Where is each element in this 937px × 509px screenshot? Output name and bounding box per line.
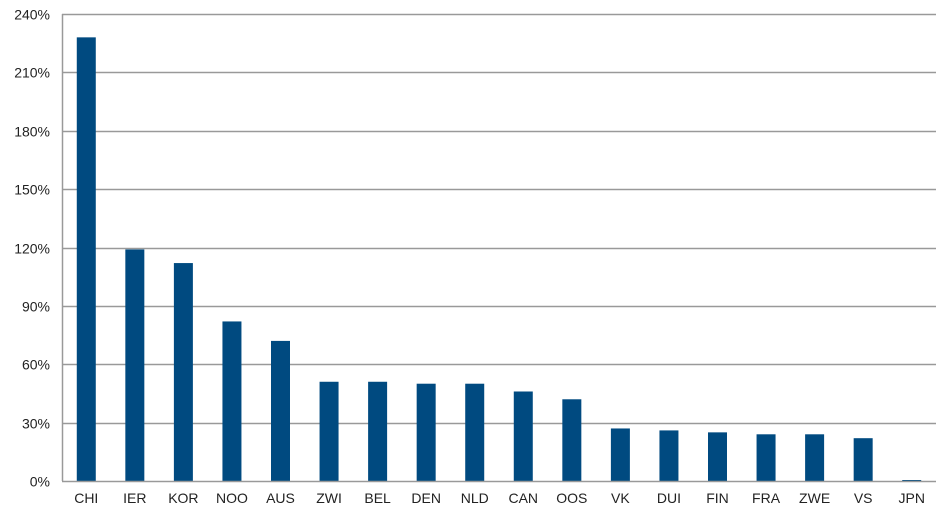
- bar-aus: [271, 340, 290, 481]
- bar-oos: [562, 399, 582, 481]
- bar-jpn: [902, 480, 922, 481]
- x-tick-label: IER: [123, 490, 146, 506]
- axes: [61, 14, 936, 483]
- bar-kor: [173, 263, 193, 481]
- bar-den: [416, 383, 436, 481]
- bar-zwi: [319, 381, 339, 481]
- bar-chi: [76, 37, 96, 481]
- y-tick-label: 60%: [22, 357, 50, 373]
- bar-fra: [756, 434, 776, 481]
- x-tick-label: JPN: [898, 490, 924, 506]
- x-tick-label: BEL: [364, 490, 391, 506]
- bar-noo: [222, 321, 242, 481]
- bar-nld: [465, 383, 485, 481]
- bar-fin: [708, 432, 727, 481]
- x-tick-label: DUI: [657, 490, 681, 506]
- y-tick-label: 150%: [14, 182, 50, 198]
- gridlines: [62, 13, 936, 425]
- x-tick-label: FIN: [706, 490, 729, 506]
- x-tick-label: FRA: [752, 490, 781, 506]
- bar-dui: [659, 430, 679, 481]
- y-tick-label: 90%: [22, 299, 50, 315]
- x-tick-label: VS: [854, 490, 873, 506]
- x-tick-label: ZWE: [799, 490, 830, 506]
- x-tick-label: CHI: [74, 490, 98, 506]
- y-tick-label: 210%: [14, 65, 50, 81]
- x-tick-labels: CHI IER KOR NOO AUS ZWI BEL DEN NLD CAN OOS VK DUI FI…: [74, 490, 925, 506]
- x-tick-label: OOS: [556, 490, 587, 506]
- y-tick-label: 120%: [14, 241, 50, 257]
- x-tick-label: KOR: [168, 490, 198, 506]
- x-tick-label: ZWI: [316, 490, 342, 506]
- y-tick-label: 180%: [14, 124, 50, 140]
- x-tick-label: DEN: [411, 490, 441, 506]
- bar-bel: [368, 381, 388, 481]
- bar-ier: [125, 249, 145, 481]
- x-tick-label: CAN: [508, 490, 538, 506]
- y-tick-label: 240%: [14, 7, 50, 23]
- x-tick-label: NLD: [461, 490, 489, 506]
- bar-zwe: [805, 434, 825, 481]
- bar-vs: [853, 438, 873, 481]
- y-tick-label: 0%: [30, 474, 50, 490]
- bar-can: [513, 391, 533, 481]
- x-tick-label: VK: [611, 490, 630, 506]
- bars: [76, 37, 922, 481]
- x-tick-label: NOO: [216, 490, 248, 506]
- x-tick-label: AUS: [266, 490, 295, 506]
- y-tick-label: 30%: [22, 416, 50, 432]
- bar-vk: [610, 428, 630, 481]
- y-tick-labels: 0% 30% 60% 90% 120% 150% 180% 210% 240%: [14, 7, 50, 490]
